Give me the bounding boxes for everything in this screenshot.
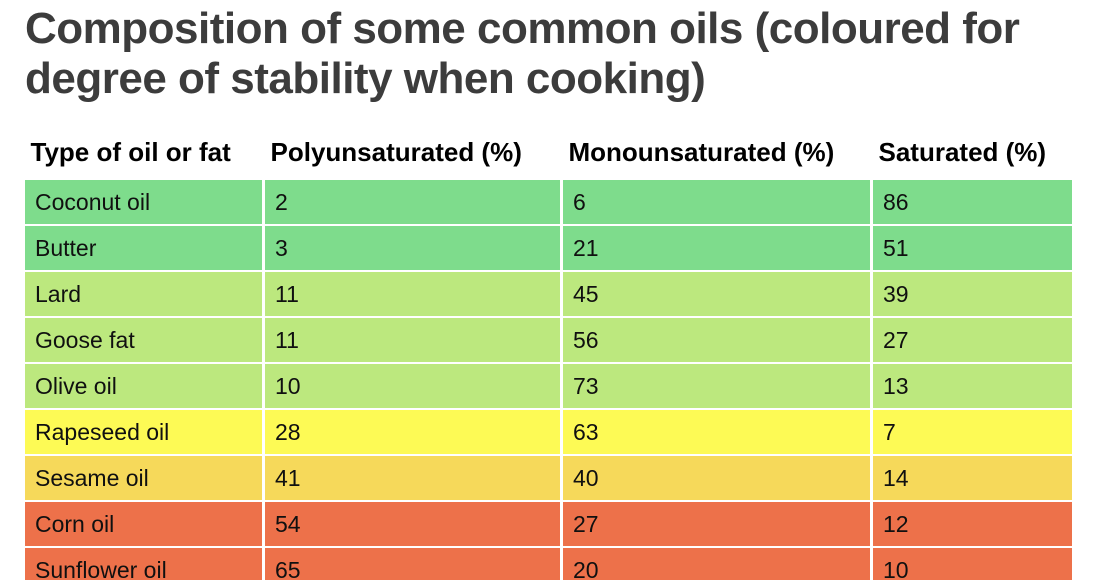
monounsaturated-value-cell: 21 — [560, 224, 873, 272]
oil-name-cell: Coconut oil — [22, 178, 265, 226]
oil-name-cell: Rapeseed oil — [22, 408, 265, 456]
column-header-type: Type of oil or fat — [23, 128, 264, 179]
table-row: Olive oil 10 73 13 — [22, 362, 1075, 410]
oil-name-cell: Lard — [22, 270, 265, 318]
table-row: Sunflower oil 65 20 10 — [22, 546, 1075, 580]
polyunsaturated-value-cell: 28 — [262, 408, 563, 456]
oil-composition-table: Type of oil or fat Polyunsaturated (%) M… — [22, 128, 1075, 580]
monounsaturated-value-cell: 27 — [560, 500, 873, 548]
polyunsaturated-value-cell: 10 — [262, 362, 563, 410]
table-row: Goose fat 11 56 27 — [22, 316, 1075, 364]
saturated-value-cell: 39 — [870, 270, 1075, 318]
table-header-row: Type of oil or fat Polyunsaturated (%) M… — [23, 128, 1074, 179]
polyunsaturated-value-cell: 2 — [262, 178, 563, 226]
page-title: Composition of some common oils (coloure… — [25, 4, 1020, 103]
saturated-value-cell: 14 — [870, 454, 1075, 502]
oil-name-cell: Olive oil — [22, 362, 265, 410]
column-header-polyunsaturated: Polyunsaturated (%) — [263, 128, 562, 179]
monounsaturated-value-cell: 40 — [560, 454, 873, 502]
column-header-monounsaturated: Monounsaturated (%) — [561, 128, 872, 179]
saturated-value-cell: 7 — [870, 408, 1075, 456]
saturated-value-cell: 86 — [870, 178, 1075, 226]
oil-name-cell: Corn oil — [22, 500, 265, 548]
polyunsaturated-value-cell: 41 — [262, 454, 563, 502]
table-row: Butter 3 21 51 — [22, 224, 1075, 272]
column-header-saturated: Saturated (%) — [871, 128, 1074, 179]
table-row: Rapeseed oil 28 63 7 — [22, 408, 1075, 456]
table-row: Sesame oil 41 40 14 — [22, 454, 1075, 502]
oil-table-body: Coconut oil 2 6 86 Butter 3 21 51 Lard 1… — [22, 178, 1075, 580]
saturated-value-cell: 10 — [870, 546, 1075, 580]
saturated-value-cell: 27 — [870, 316, 1075, 364]
table-row: Corn oil 54 27 12 — [22, 500, 1075, 548]
polyunsaturated-value-cell: 11 — [262, 270, 563, 318]
oil-name-cell: Goose fat — [22, 316, 265, 364]
polyunsaturated-value-cell: 11 — [262, 316, 563, 364]
monounsaturated-value-cell: 73 — [560, 362, 873, 410]
oil-name-cell: Butter — [22, 224, 265, 272]
oil-name-cell: Sesame oil — [22, 454, 265, 502]
saturated-value-cell: 13 — [870, 362, 1075, 410]
saturated-value-cell: 51 — [870, 224, 1075, 272]
monounsaturated-value-cell: 45 — [560, 270, 873, 318]
table-row: Lard 11 45 39 — [22, 270, 1075, 318]
monounsaturated-value-cell: 20 — [560, 546, 873, 580]
monounsaturated-value-cell: 63 — [560, 408, 873, 456]
polyunsaturated-value-cell: 65 — [262, 546, 563, 580]
monounsaturated-value-cell: 56 — [560, 316, 873, 364]
polyunsaturated-value-cell: 3 — [262, 224, 563, 272]
table-row: Coconut oil 2 6 86 — [22, 178, 1075, 226]
monounsaturated-value-cell: 6 — [560, 178, 873, 226]
polyunsaturated-value-cell: 54 — [262, 500, 563, 548]
saturated-value-cell: 12 — [870, 500, 1075, 548]
oil-name-cell: Sunflower oil — [22, 546, 265, 580]
